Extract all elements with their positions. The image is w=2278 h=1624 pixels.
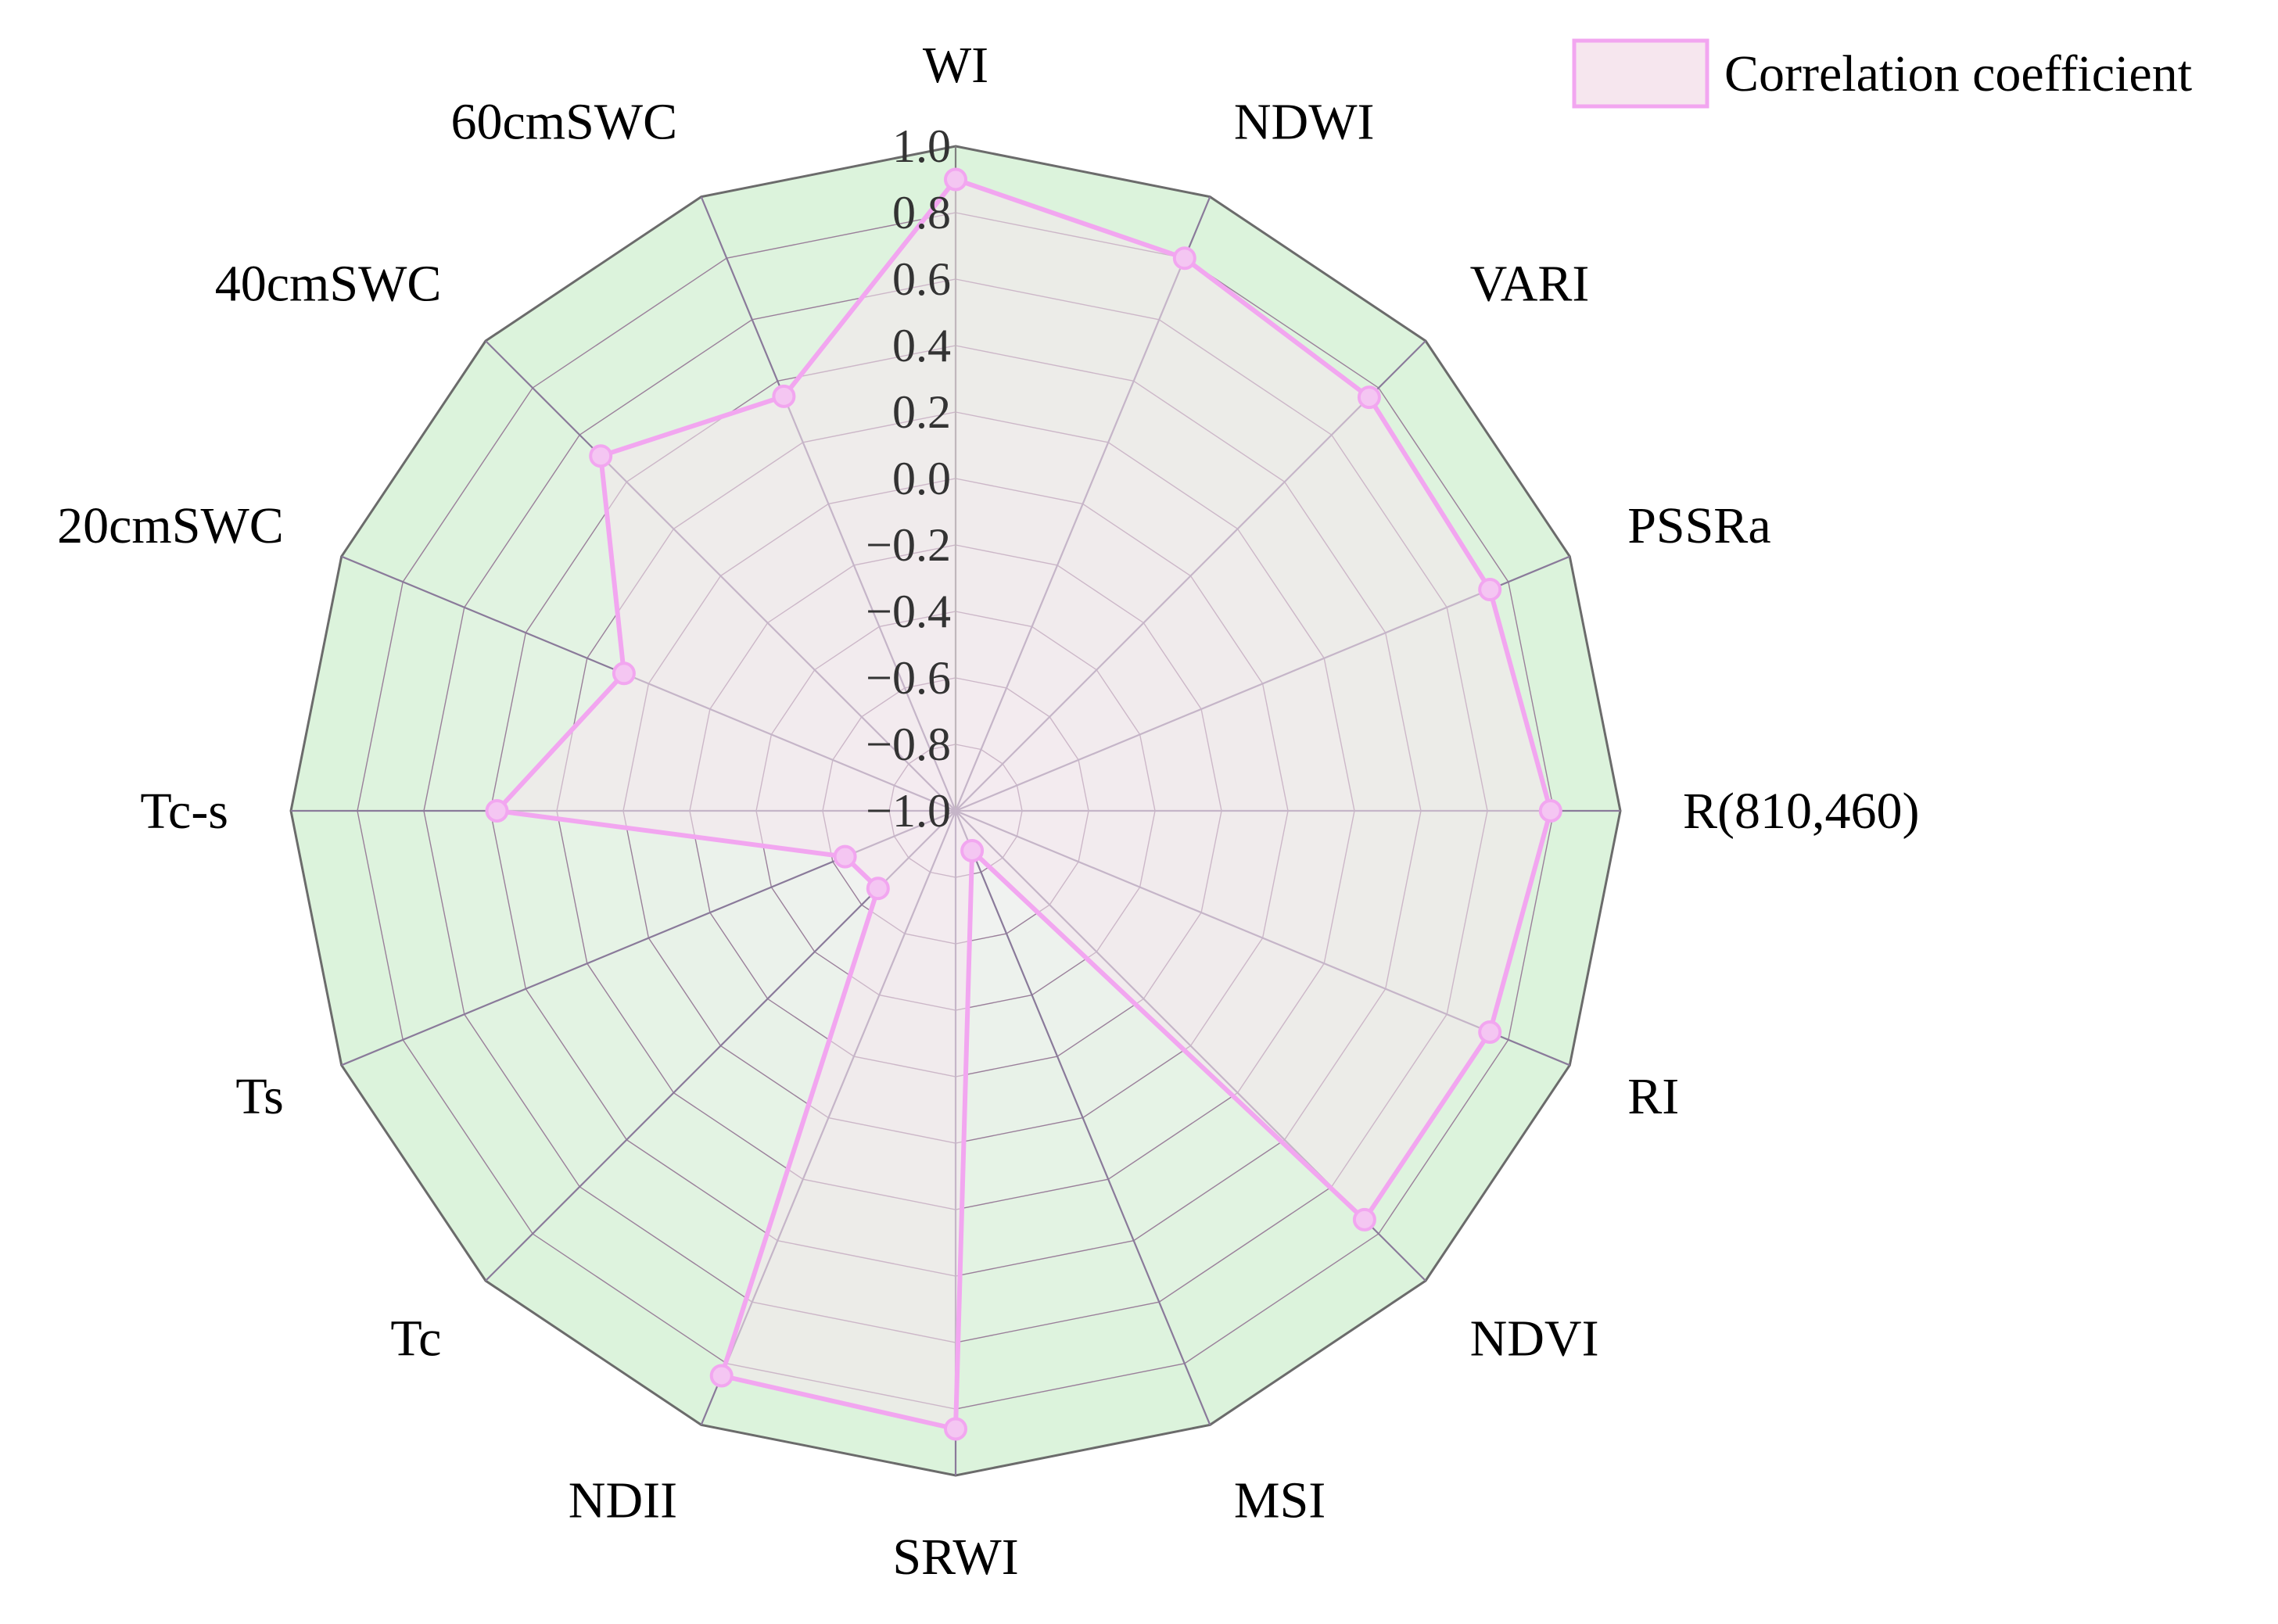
axis-label-40cmswc: 40cmSWC (215, 255, 442, 312)
axis-label-tc-s: Tc-s (140, 783, 228, 840)
data-point-Tc (866, 877, 890, 901)
data-point-NDVI (1352, 1207, 1376, 1231)
series-layer (485, 167, 1562, 1441)
axis-label-ts: Ts (235, 1068, 283, 1125)
tick-label: −0.2 (866, 519, 951, 571)
tick-label: −0.8 (866, 719, 951, 770)
axis-label-vari: VARI (1470, 255, 1590, 312)
data-point-WI (944, 167, 967, 192)
data-point-Ts (833, 844, 857, 869)
legend: Correlation coefficient (1572, 38, 2192, 109)
tick-label: −0.4 (866, 586, 951, 637)
data-point-NDWI (1172, 246, 1196, 271)
data-point-20cmSWC (612, 661, 636, 686)
series-area (497, 179, 1551, 1429)
spoke-MSI (954, 810, 1211, 1425)
radial-tick-labels: 1.0 0.8 0.6 0.4 0.2 0.0 −0.2 −0.4 −0.6 −0.8 −1.0 (866, 120, 951, 837)
data-point-60cmSWC (772, 384, 796, 408)
tick-label: 1.0 (892, 120, 951, 172)
axis-label-ri: RI (1627, 1068, 1679, 1125)
axis-label-20cmswc: 20cmSWC (57, 497, 284, 554)
axis-label-srwi: SRWI (892, 1529, 1018, 1586)
axis-label-ndii: NDII (569, 1472, 677, 1529)
data-point-Tc-s (485, 799, 509, 823)
tick-label: −0.6 (866, 652, 951, 704)
tick-label: 0.4 (892, 320, 951, 371)
data-point-SRWI (944, 1417, 967, 1441)
tick-label: 0.6 (892, 253, 951, 305)
tick-label: 0.8 (892, 187, 951, 238)
axis-label-msi: MSI (1234, 1472, 1326, 1529)
data-point-R(810,460) (1538, 799, 1562, 823)
axis-labels: WI NDWI VARI PSSRa R(810,460) RI NDVI MSI SRWI ND… (57, 37, 1919, 1586)
axis-label-wi: WI (923, 37, 988, 94)
tick-label: 0.2 (892, 386, 951, 438)
data-point-NDII (709, 1364, 734, 1388)
tick-label: 0.0 (892, 453, 951, 504)
legend-swatch (1572, 38, 1709, 109)
axis-label-tc: Tc (390, 1310, 441, 1368)
axis-label-r-810-460-: R(810,460) (1683, 783, 1919, 840)
axis-label-pssra: PSSRa (1627, 497, 1770, 554)
axis-label-60cmswc: 60cmSWC (450, 94, 677, 151)
tick-label: −1.0 (866, 785, 951, 837)
data-point-40cmSWC (589, 444, 613, 468)
legend-label: Correlation coefficient (1724, 45, 2192, 102)
axis-label-ndwi: NDWI (1234, 94, 1375, 151)
data-point-VARI (1357, 385, 1381, 410)
axis-label-ndvi: NDVI (1470, 1310, 1599, 1368)
data-point-RI (1478, 1020, 1502, 1044)
data-point-MSI (960, 839, 985, 862)
data-point-PSSRa (1478, 578, 1502, 601)
